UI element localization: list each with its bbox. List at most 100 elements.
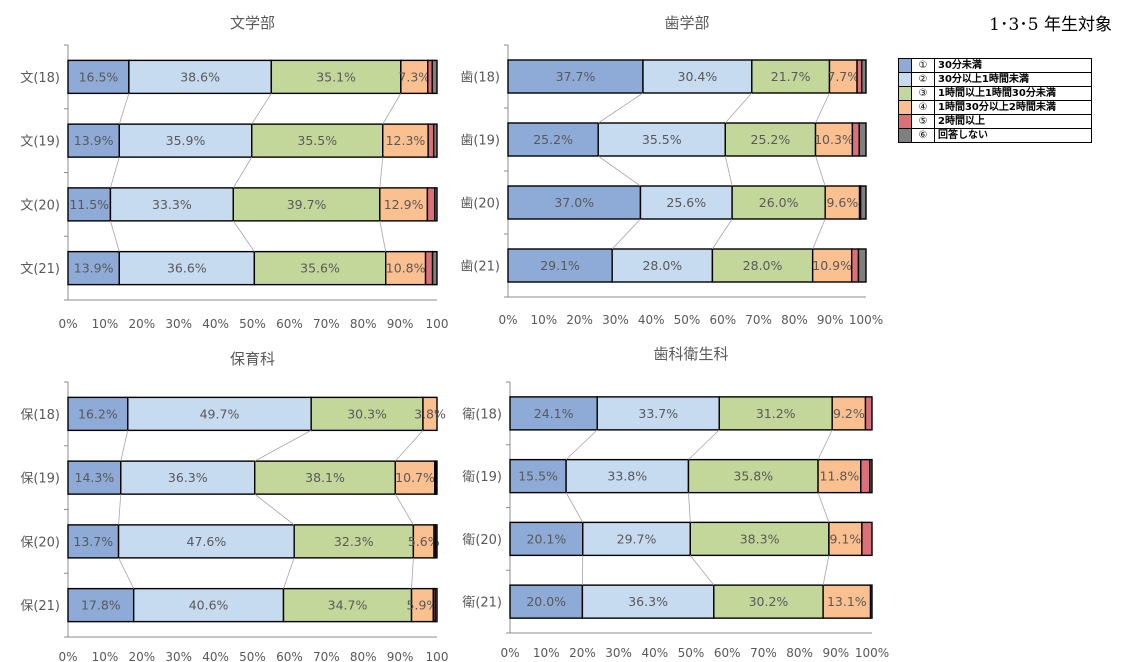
data-label: 30.3% — [347, 406, 387, 421]
series-connector — [689, 555, 715, 586]
data-label: 39.7% — [287, 197, 327, 212]
data-label: 14.3% — [75, 470, 115, 485]
x-tick-label: 50% — [678, 646, 705, 660]
series-connector — [118, 557, 135, 589]
data-label: 26.0% — [759, 195, 799, 210]
data-label: 24.1% — [534, 406, 574, 421]
legend-row: ② 30分以上1時間未満 — [898, 72, 1092, 87]
x-tick-label: 100% — [855, 646, 889, 660]
chart-title: 文学部 — [230, 14, 275, 32]
bar-segment — [858, 122, 867, 157]
bar-segment — [869, 584, 873, 619]
category-label: 保(19) — [20, 472, 60, 487]
bar-segment — [67, 396, 129, 432]
data-label: 25.6% — [666, 195, 706, 210]
legend-label: 2時間以上 — [934, 114, 1092, 129]
bar-segment — [718, 396, 833, 431]
series-connector — [394, 493, 414, 526]
x-tick-label: 40% — [641, 646, 668, 660]
data-label: 38.3% — [740, 531, 780, 546]
x-tick-label: 50% — [239, 317, 266, 331]
x-tick-label: 70% — [750, 646, 777, 660]
bar-segment — [731, 185, 826, 220]
legend-number: ① — [911, 58, 935, 73]
bar-segment — [293, 524, 415, 559]
data-label: 30.4% — [678, 69, 718, 84]
x-tick-label: 30% — [602, 313, 629, 327]
data-label: 5.9% — [407, 598, 439, 613]
legend: ① 30分未満 ② 30分以上1時間未満 ③ 1時間以上1時間30分未満 ④ 1… — [898, 58, 1092, 143]
bar-segment — [864, 396, 873, 431]
data-label: 3.8% — [414, 406, 446, 421]
bar-segment — [824, 185, 861, 220]
x-tick-label: 40% — [202, 650, 229, 662]
bar-segment — [254, 460, 397, 495]
legend-swatch — [898, 86, 912, 101]
legend-number: ② — [911, 72, 935, 87]
bar-segment — [132, 587, 285, 623]
data-label: 35.8% — [733, 469, 773, 484]
category-label: 保(20) — [20, 535, 60, 550]
bar-segment — [426, 187, 436, 222]
data-label: 35.1% — [316, 69, 356, 84]
series-connector — [597, 92, 644, 124]
bar-segment — [67, 187, 112, 222]
bar-segment — [422, 396, 438, 432]
bar-segment — [432, 123, 438, 158]
bar-segment — [67, 587, 135, 623]
category-label: 衛(21) — [462, 596, 502, 611]
bar-segment — [611, 248, 714, 283]
series-connector — [565, 429, 598, 460]
data-label: 9.2% — [833, 406, 865, 421]
data-label: 15.5% — [518, 469, 558, 484]
data-label: 37.0% — [554, 195, 594, 210]
subject-label: 1･3･5 年生対象 — [989, 15, 1112, 35]
data-label: 13.9% — [74, 261, 114, 276]
series-connector — [120, 430, 129, 462]
bar-segment — [431, 59, 438, 95]
bar-segment — [251, 123, 384, 158]
data-label: 20.0% — [526, 594, 566, 609]
bar-segment — [639, 185, 733, 220]
category-label: 保(21) — [20, 599, 60, 614]
x-tick-label: 10% — [92, 317, 119, 331]
x-tick-label: 100 — [426, 317, 449, 331]
data-label: 16.2% — [78, 406, 118, 421]
bar-segment — [507, 248, 613, 283]
x-tick-label: 80% — [350, 650, 377, 662]
data-label: 35.5% — [297, 133, 337, 148]
series-connector — [232, 156, 253, 189]
legend-label: 30分以上1時間未満 — [934, 72, 1092, 87]
series-connector — [283, 557, 295, 589]
x-tick-label: 0% — [498, 313, 517, 327]
data-label: 9.6% — [826, 195, 858, 210]
legend-swatch — [898, 100, 912, 115]
series-connector — [812, 218, 826, 250]
x-tick-label: 30% — [165, 317, 192, 331]
bar-segment — [817, 458, 862, 494]
bar-segment — [861, 59, 867, 94]
data-label: 33.7% — [638, 406, 678, 421]
data-label: 13.7% — [73, 534, 113, 549]
series-connector — [232, 220, 255, 252]
series-connector — [118, 494, 122, 525]
category-label: 文(19) — [20, 135, 60, 150]
legend-row: ⑤ 2時間以上 — [898, 114, 1092, 129]
category-label: 衛(20) — [462, 533, 502, 548]
legend-label: 1時間30分以上2時間未満 — [934, 100, 1092, 115]
data-label: 35.9% — [166, 133, 206, 148]
bar-segment — [382, 123, 429, 158]
bar-segment — [822, 584, 872, 619]
x-tick-label: 60% — [276, 650, 303, 662]
x-tick-label: 10% — [530, 313, 557, 327]
category-label: 歯(21) — [460, 260, 500, 275]
x-tick-label: 100 — [426, 650, 449, 662]
bar-segment — [850, 248, 860, 283]
x-tick-label: 100% — [849, 313, 883, 327]
bar-segment — [507, 59, 644, 94]
bar-segment — [859, 185, 867, 220]
data-label: 11.8% — [820, 469, 860, 484]
category-label: 衛(18) — [462, 407, 502, 422]
series-connector — [382, 93, 402, 125]
